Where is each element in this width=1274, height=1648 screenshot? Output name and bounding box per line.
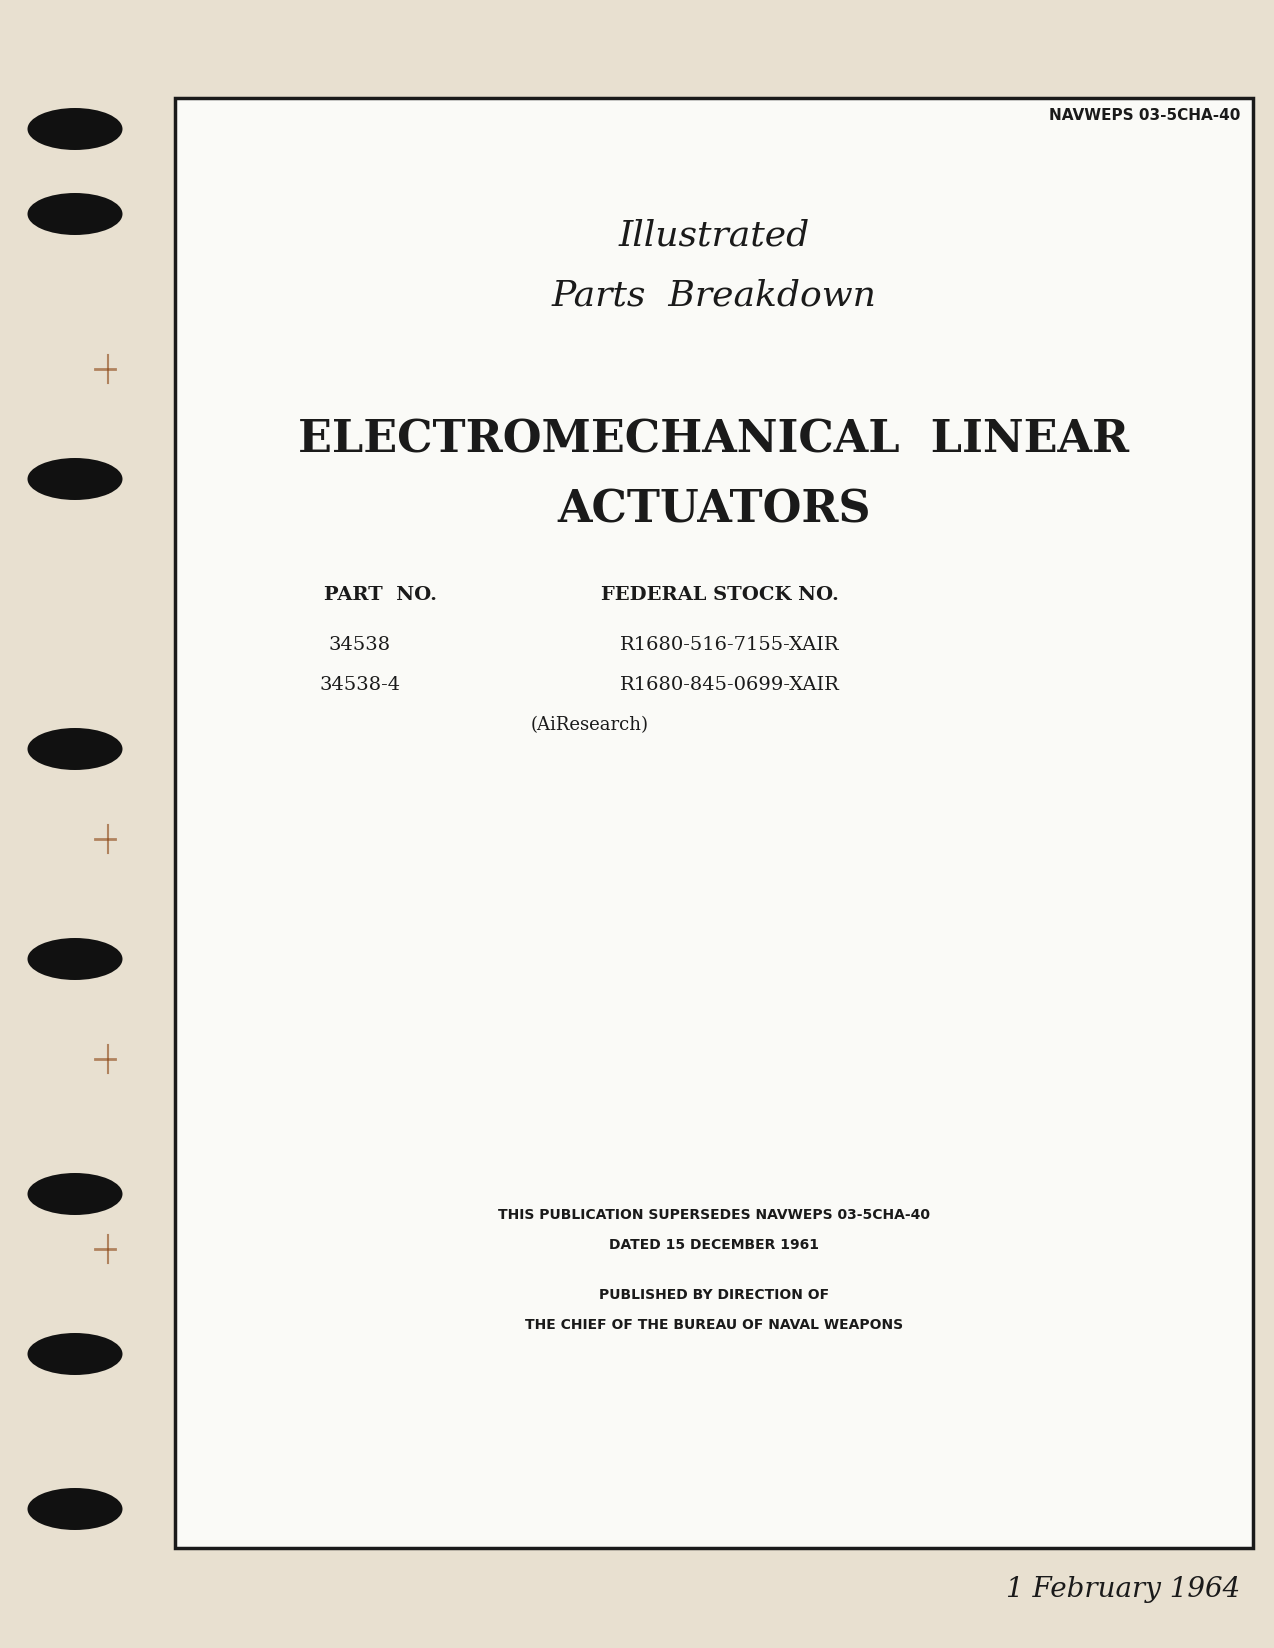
- Text: 34538-4: 34538-4: [320, 676, 400, 694]
- Bar: [175, 99, 1254, 1547]
- Text: ACTUATORS: ACTUATORS: [557, 488, 870, 531]
- Text: (AiResearch): (AiResearch): [531, 715, 648, 733]
- Ellipse shape: [28, 1173, 122, 1215]
- Text: R1680-516-7155-XAIR: R1680-516-7155-XAIR: [620, 636, 840, 654]
- Ellipse shape: [28, 194, 122, 236]
- Text: 34538: 34538: [329, 636, 391, 654]
- Text: THE CHIEF OF THE BUREAU OF NAVAL WEAPONS: THE CHIEF OF THE BUREAU OF NAVAL WEAPONS: [525, 1317, 903, 1332]
- Text: DATED 15 DECEMBER 1961: DATED 15 DECEMBER 1961: [609, 1238, 819, 1251]
- Text: ELECTROMECHANICAL  LINEAR: ELECTROMECHANICAL LINEAR: [298, 419, 1130, 461]
- Ellipse shape: [28, 1488, 122, 1529]
- Ellipse shape: [28, 109, 122, 152]
- Ellipse shape: [28, 728, 122, 771]
- Text: NAVWEPS 03-5CHA-40: NAVWEPS 03-5CHA-40: [1049, 107, 1240, 122]
- Text: R1680-845-0699-XAIR: R1680-845-0699-XAIR: [620, 676, 840, 694]
- Text: 1 February 1964: 1 February 1964: [1005, 1575, 1240, 1602]
- Text: THIS PUBLICATION SUPERSEDES NAVWEPS 03-5CHA-40: THIS PUBLICATION SUPERSEDES NAVWEPS 03-5…: [498, 1208, 930, 1221]
- Text: Illustrated: Illustrated: [618, 218, 809, 252]
- Text: Parts  Breakdown: Parts Breakdown: [552, 279, 877, 311]
- Text: PUBLISHED BY DIRECTION OF: PUBLISHED BY DIRECTION OF: [599, 1287, 829, 1302]
- Text: PART  NO.: PART NO.: [324, 585, 437, 603]
- Ellipse shape: [28, 458, 122, 501]
- Ellipse shape: [28, 1333, 122, 1374]
- Text: FEDERAL STOCK NO.: FEDERAL STOCK NO.: [601, 585, 840, 603]
- Ellipse shape: [28, 938, 122, 981]
